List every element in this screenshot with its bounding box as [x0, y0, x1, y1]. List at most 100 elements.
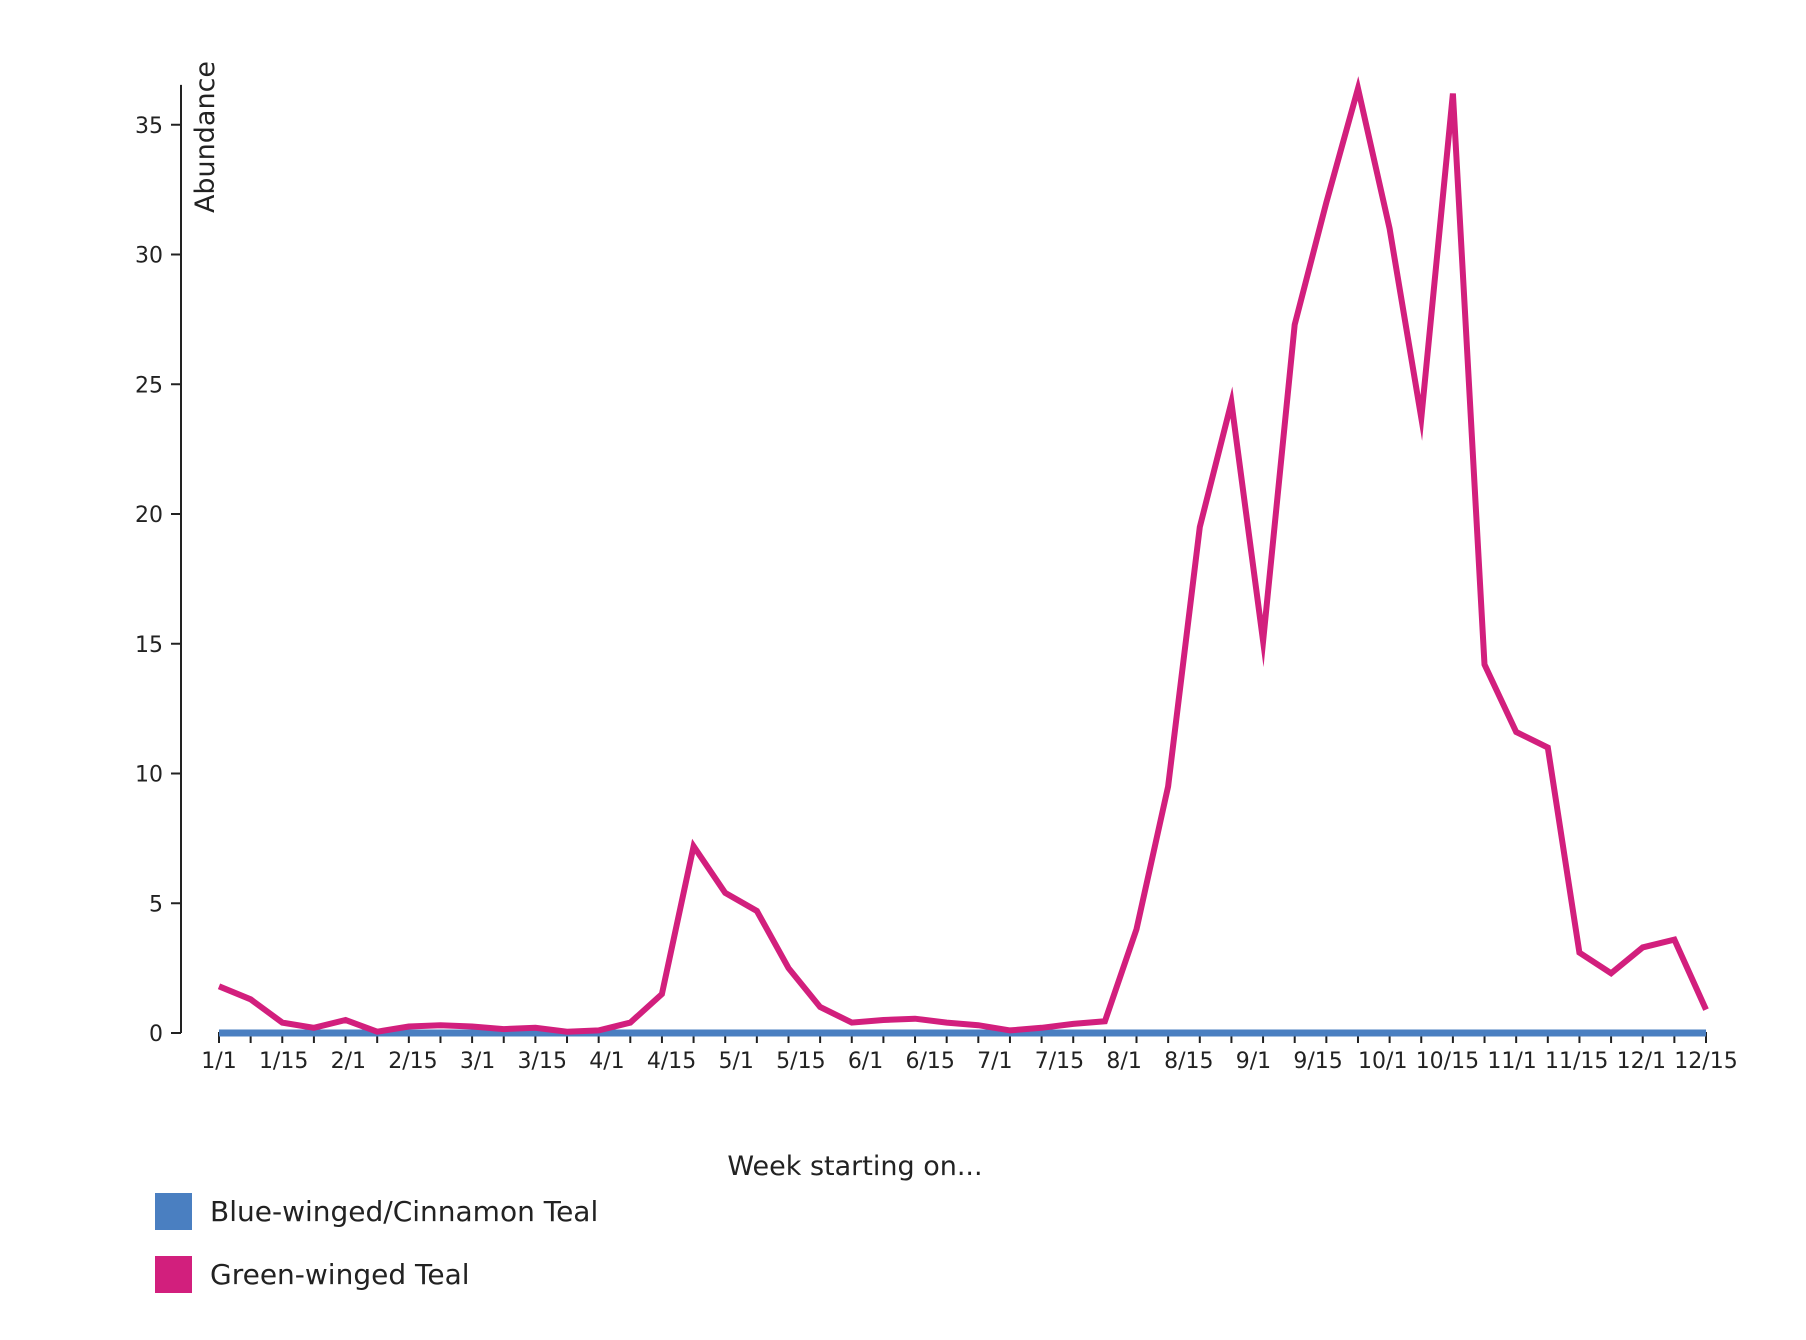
data-point-blue-winged-cinnamon-teal: [1579, 1033, 1580, 1034]
legend-item-green-winged-teal[interactable]: Green-winged Teal: [155, 1253, 598, 1295]
data-point-green-winged-teal: [598, 1030, 599, 1031]
data-point-green-winged-teal: [440, 1025, 441, 1026]
data-point-blue-winged-cinnamon-teal: [1484, 1033, 1485, 1034]
y-tick-label: 30: [135, 244, 163, 269]
data-point-green-winged-teal: [1263, 641, 1264, 642]
data-point-blue-winged-cinnamon-teal: [1516, 1033, 1517, 1034]
data-point-green-winged-teal: [1547, 747, 1548, 748]
data-point-green-winged-teal: [408, 1026, 409, 1027]
data-point-blue-winged-cinnamon-teal: [1073, 1033, 1074, 1034]
data-point-green-winged-teal: [630, 1022, 631, 1023]
data-point-blue-winged-cinnamon-teal: [820, 1033, 821, 1034]
data-point-green-winged-teal: [282, 1022, 283, 1023]
data-point-blue-winged-cinnamon-teal: [946, 1033, 947, 1034]
data-point-green-winged-teal: [1642, 947, 1643, 948]
data-point-blue-winged-cinnamon-teal: [1357, 1033, 1358, 1034]
data-point-green-winged-teal: [1579, 952, 1580, 953]
data-point-blue-winged-cinnamon-teal: [1421, 1033, 1422, 1034]
data-point-green-winged-teal: [1484, 664, 1485, 665]
x-tick-label: 5/1: [719, 1049, 754, 1074]
data-point-green-winged-teal: [693, 846, 694, 847]
data-point-blue-winged-cinnamon-teal: [693, 1033, 694, 1034]
data-point-blue-winged-cinnamon-teal: [1231, 1033, 1232, 1034]
x-tick-label: 3/15: [518, 1049, 567, 1074]
data-point-green-winged-teal: [313, 1027, 314, 1028]
data-point-green-winged-teal: [1199, 526, 1200, 527]
y-tick-label: 15: [135, 633, 163, 658]
y-axis: 0 5 10 15 20 25 30 35: [135, 84, 182, 1047]
data-point-blue-winged-cinnamon-teal: [883, 1033, 884, 1034]
x-tick-label: 7/1: [977, 1049, 1012, 1074]
data-point-blue-winged-cinnamon-teal: [725, 1033, 726, 1034]
data-point-blue-winged-cinnamon-teal: [1706, 1033, 1707, 1034]
x-axis-title: Week starting on...: [727, 1151, 982, 1182]
data-point-blue-winged-cinnamon-teal: [440, 1033, 441, 1034]
x-tick-label: 9/1: [1236, 1049, 1271, 1074]
x-tick-label: 1/1: [201, 1049, 236, 1074]
data-point-blue-winged-cinnamon-teal: [851, 1033, 852, 1034]
x-tick-label: 11/15: [1545, 1049, 1608, 1074]
data-point-green-winged-teal: [219, 986, 220, 987]
data-point-blue-winged-cinnamon-teal: [1674, 1033, 1675, 1034]
data-point-blue-winged-cinnamon-teal: [282, 1033, 283, 1034]
x-tick-label: 1/15: [259, 1049, 308, 1074]
data-point-blue-winged-cinnamon-teal: [1389, 1033, 1390, 1034]
data-point-blue-winged-cinnamon-teal: [408, 1033, 409, 1034]
data-point-blue-winged-cinnamon-teal: [345, 1033, 346, 1034]
x-tick-label: 9/15: [1293, 1049, 1342, 1074]
x-tick-label: 5/15: [776, 1049, 825, 1074]
legend-swatch-green-winged-teal: [155, 1255, 192, 1293]
data-point-blue-winged-cinnamon-teal: [1547, 1033, 1548, 1034]
data-point-blue-winged-cinnamon-teal: [1168, 1033, 1169, 1034]
data-point-green-winged-teal: [1516, 731, 1517, 732]
data-point-green-winged-teal: [1294, 324, 1295, 325]
data-point-blue-winged-cinnamon-teal: [250, 1033, 251, 1034]
y-tick-label: 5: [149, 892, 163, 917]
x-tick-label: 10/15: [1416, 1049, 1479, 1074]
data-point-green-winged-teal: [345, 1020, 346, 1021]
data-point-green-winged-teal: [661, 994, 662, 995]
y-tick-label: 10: [135, 763, 163, 788]
data-point-blue-winged-cinnamon-teal: [535, 1033, 536, 1034]
x-tick-label: 4/15: [647, 1049, 696, 1074]
data-point-blue-winged-cinnamon-teal: [313, 1033, 314, 1034]
data-point-green-winged-teal: [946, 1022, 947, 1023]
data-point-green-winged-teal: [915, 1018, 916, 1019]
x-tick-label: 8/15: [1164, 1049, 1213, 1074]
data-point-blue-winged-cinnamon-teal: [1199, 1033, 1200, 1034]
data-point-blue-winged-cinnamon-teal: [630, 1033, 631, 1034]
data-point-green-winged-teal: [756, 911, 757, 912]
data-point-blue-winged-cinnamon-teal: [219, 1033, 220, 1034]
data-point-green-winged-teal: [1009, 1030, 1010, 1031]
data-point-blue-winged-cinnamon-teal: [1294, 1033, 1295, 1034]
data-point-green-winged-teal: [1231, 402, 1232, 403]
data-point-green-winged-teal: [1168, 786, 1169, 787]
data-point-green-winged-teal: [1611, 973, 1612, 974]
data-point-blue-winged-cinnamon-teal: [1104, 1033, 1105, 1034]
data-point-green-winged-teal: [1041, 1027, 1042, 1028]
legend-item-blue-winged-cinnamon-teal[interactable]: Blue-winged/Cinnamon Teal: [155, 1190, 598, 1232]
data-point-blue-winged-cinnamon-teal: [915, 1033, 916, 1034]
plot-area: [217, 76, 1709, 1037]
data-point-blue-winged-cinnamon-teal: [1136, 1033, 1137, 1034]
data-point-blue-winged-cinnamon-teal: [661, 1033, 662, 1034]
data-point-green-winged-teal: [503, 1029, 504, 1030]
x-tick-label: 2/1: [331, 1049, 366, 1074]
data-point-green-winged-teal: [1104, 1021, 1105, 1022]
data-point-blue-winged-cinnamon-teal: [756, 1033, 757, 1034]
data-point-blue-winged-cinnamon-teal: [1326, 1033, 1327, 1034]
data-point-green-winged-teal: [250, 999, 251, 1000]
data-point-green-winged-teal: [567, 1031, 568, 1032]
data-point-green-winged-teal: [377, 1031, 378, 1032]
y-axis-title: Abundance: [190, 61, 221, 213]
x-tick-label: 4/1: [589, 1049, 624, 1074]
y-tick-label: 25: [135, 373, 163, 398]
x-tick-label: 6/15: [905, 1049, 954, 1074]
data-point-green-winged-teal: [535, 1027, 536, 1028]
data-point-blue-winged-cinnamon-teal: [978, 1033, 979, 1034]
data-point-green-winged-teal: [1674, 939, 1675, 940]
x-tick-label: 2/15: [388, 1049, 437, 1074]
data-point-green-winged-teal: [1706, 1009, 1707, 1010]
legend: Blue-winged/Cinnamon Teal Green-winged T…: [155, 1190, 598, 1316]
